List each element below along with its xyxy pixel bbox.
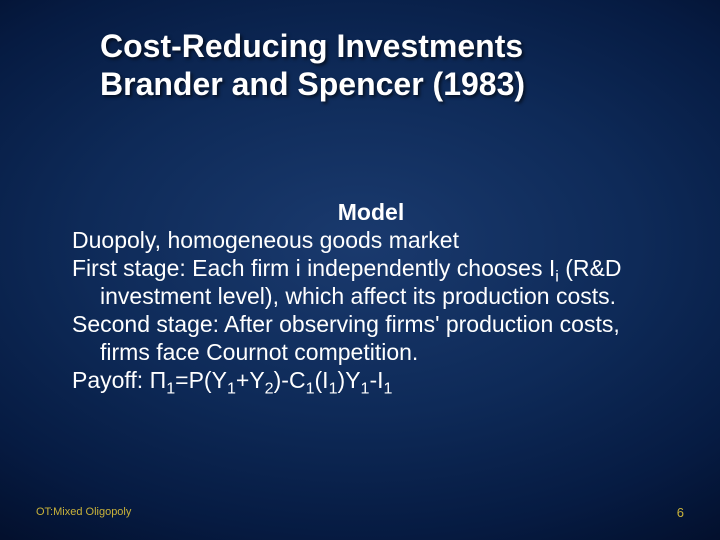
slide-title: Cost-Reducing Investments Brander and Sp… [100,28,660,104]
payoff-minus: -I [369,367,383,393]
payoff-y: )Y [338,367,361,393]
line-duopoly: Duopoly, homogeneous goods market [72,226,670,254]
payoff-paren: (I [315,367,329,393]
footer-left: OT:Mixed Oligopoly [36,506,131,518]
payoff-plus: +Y [236,367,265,393]
slide-body: Model Duopoly, homogeneous goods market … [72,198,670,394]
payoff-eq: =P(Y [175,367,227,393]
payoff-close: )-C [274,367,306,393]
payoff-s2: 1 [227,380,236,398]
footer-page-number: 6 [677,505,684,520]
line-second-stage: Second stage: After observing firms' pro… [72,310,670,366]
payoff-s5: 1 [329,380,338,398]
model-heading: Model [72,198,670,226]
payoff-s3: 2 [265,380,274,398]
slide: Cost-Reducing Investments Brander and Sp… [0,0,720,540]
payoff-s1: 1 [166,380,175,398]
payoff-label: Payoff: [72,367,150,393]
payoff-s7: 1 [384,380,393,398]
payoff-pi: Π [150,367,167,393]
title-line-1: Cost-Reducing Investments [100,28,523,64]
payoff-s4: 1 [306,380,315,398]
line-first-stage: First stage: Each firm i independently c… [72,254,670,310]
first-stage-pre: First stage: Each firm i independently c… [72,255,555,281]
line-payoff: Payoff: Π1=P(Y1+Y2)-C1(I1)Y1-I1 [72,366,670,394]
title-line-2: Brander and Spencer (1983) [100,66,525,102]
